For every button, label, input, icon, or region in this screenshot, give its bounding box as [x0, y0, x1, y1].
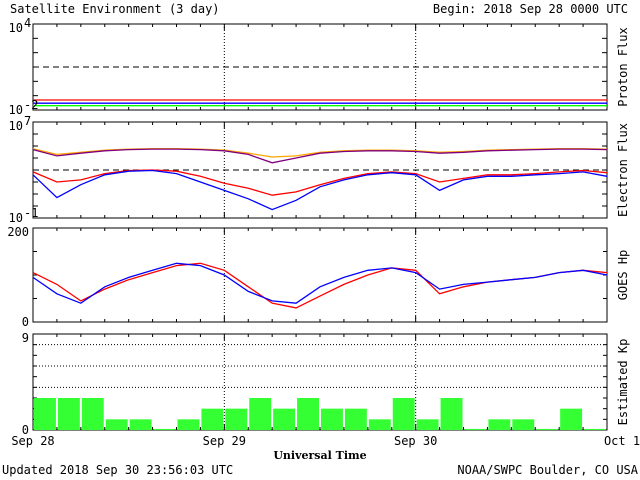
kp-bar	[34, 398, 56, 430]
panel-frame	[32, 333, 608, 431]
y-tick-label-top-exponent: 4	[24, 16, 31, 30]
kp-bar	[105, 419, 128, 430]
y-tick-label-top: 10	[9, 21, 23, 35]
kp-bar	[321, 408, 343, 430]
y-tick-label-top: 9	[22, 331, 29, 345]
kp-bar	[368, 419, 391, 430]
kp-bar	[416, 419, 439, 430]
kp-bar	[464, 428, 487, 430]
kp-bar	[273, 408, 296, 430]
y-tick-label-bottom: 10	[9, 211, 23, 225]
kp-bar	[153, 428, 176, 430]
panel-goes-hp: 200 0 GOES Hp	[7, 225, 630, 329]
panel-frame	[32, 227, 608, 323]
panel-proton: 10 410 -2 Proton Flux	[9, 16, 630, 117]
kp-bar	[392, 398, 415, 430]
kp-bar	[584, 428, 606, 430]
kp-bar	[297, 398, 319, 430]
kp-bar	[249, 398, 272, 430]
series-red-line	[32, 169, 608, 196]
y-axis-label: GOES Hp	[616, 250, 630, 301]
kp-bar	[57, 398, 80, 430]
panel-kp: 9 0 Estimated Kp	[22, 331, 630, 437]
chart-title: Satellite Environment (3 day)	[10, 2, 220, 16]
kp-bar	[512, 419, 535, 430]
begin-time: Begin: 2018 Sep 28 0000 UTC	[433, 2, 628, 16]
panel-frame	[32, 121, 608, 219]
updated-timestamp: Updated 2018 Sep 30 23:56:03 UTC	[2, 463, 233, 477]
y-tick-label-top-exponent: 7	[24, 114, 31, 128]
y-axis-label: Electron Flux	[616, 123, 630, 217]
kp-bar	[344, 408, 367, 430]
y-tick-label-bottom-exponent: -1	[24, 206, 38, 220]
x-tick-label: Sep 30	[394, 434, 437, 448]
credit-text: NOAA/SWPC Boulder, CO USA	[457, 463, 638, 477]
y-tick-label-top: 200	[7, 225, 29, 239]
y-tick-label-bottom-exponent: -2	[24, 98, 38, 112]
x-tick-label: Sep 29	[203, 434, 246, 448]
kp-bar	[560, 408, 583, 430]
x-tick-label: Sep 28	[11, 434, 54, 448]
kp-bar	[488, 419, 511, 430]
series-purple-line	[32, 148, 608, 164]
kp-bar	[177, 419, 200, 430]
panel-electron: 10 710 -1 Electron Flux	[9, 114, 630, 225]
kp-bar	[129, 419, 152, 430]
kp-bar	[536, 428, 559, 430]
series-blue-line	[32, 262, 608, 304]
panel-frame	[32, 23, 608, 111]
y-tick-label-bottom: 0	[22, 423, 29, 437]
y-axis-label: Estimated Kp	[616, 339, 630, 426]
kp-bar	[201, 408, 224, 430]
y-tick-label-bottom: 10	[9, 103, 23, 117]
series-red-line	[32, 262, 608, 309]
y-tick-label-bottom: 0	[22, 315, 29, 329]
kp-bar	[225, 408, 248, 430]
y-tick-label-top: 10	[9, 119, 23, 133]
x-tick-label: Oct 1	[604, 434, 640, 448]
x-axis-title: Universal Time	[273, 449, 366, 462]
kp-bar	[440, 398, 463, 430]
kp-bar	[81, 398, 104, 430]
series-blue-line	[32, 169, 608, 211]
y-axis-label: Proton Flux	[616, 27, 630, 106]
